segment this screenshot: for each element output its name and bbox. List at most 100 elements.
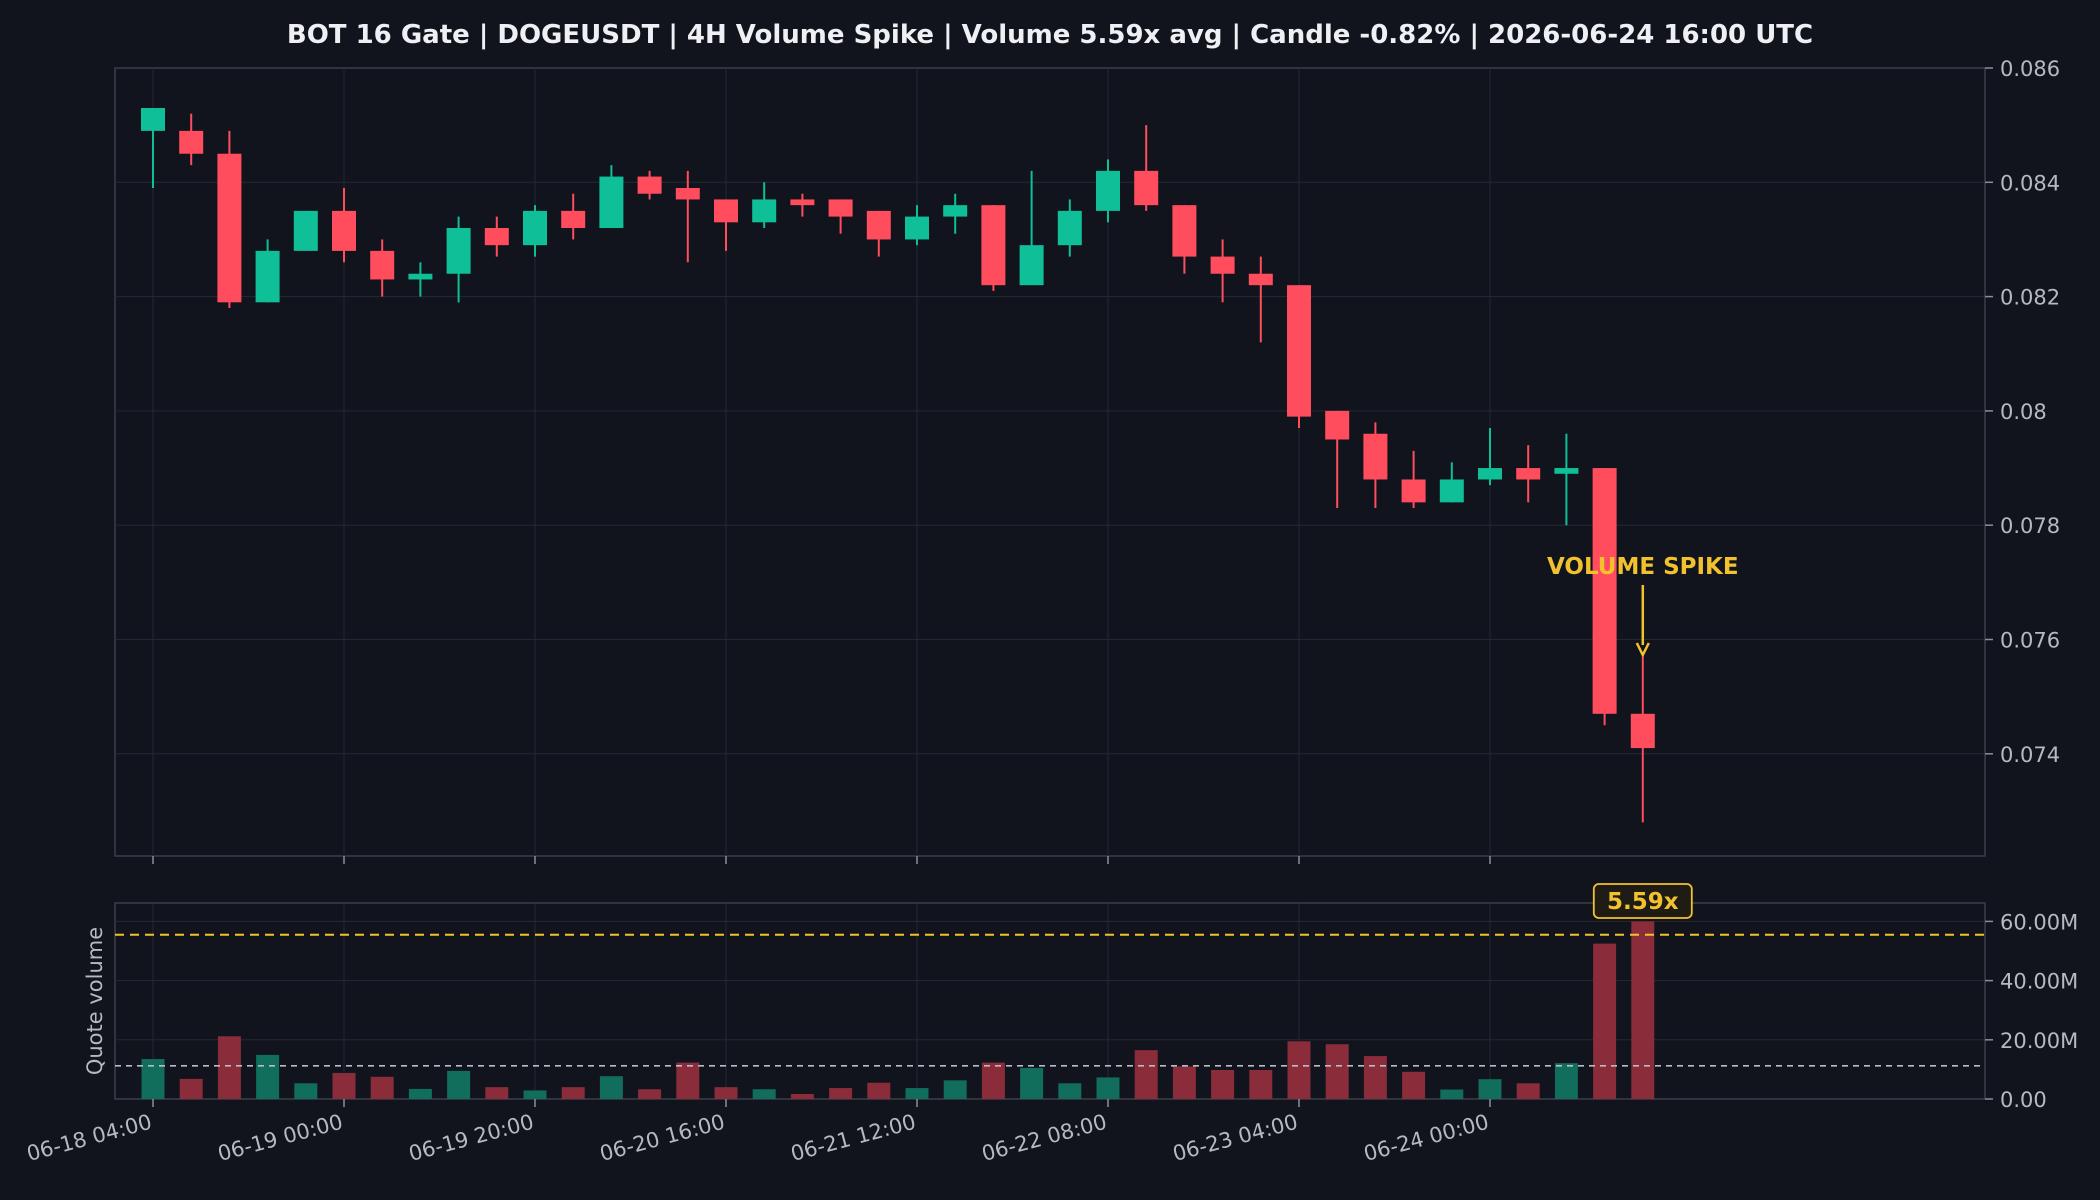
volume-y-tick-label: 60.00M [2000,910,2078,934]
price-panel: 0.074 0.076 0.078 0.08 0.082 0.084 0.086 VOLUM… [114,57,2060,857]
candle-body [217,153,242,303]
candle-body [179,130,204,154]
volume-spike-annotation: VOLUME SPIKE [1547,554,1739,658]
volume-bar [1172,1066,1196,1099]
candle-body [332,210,356,251]
price-y-tick-label: 0.078 [2000,514,2060,538]
volume-bar [1363,1056,1387,1099]
candle-body [484,228,509,246]
volume-bar [867,1082,891,1099]
volume-bar [141,1059,165,1099]
candle-body [141,108,165,131]
candle-body [1325,410,1350,440]
volume-bar [1631,921,1655,1099]
volume-bar [217,1036,241,1099]
volume-bar [1554,1063,1578,1099]
candle-body [790,199,815,206]
price-panel-frame [114,67,1986,857]
volume-bar [981,1062,1005,1099]
volume-bar [752,1089,776,1099]
volume-bar [676,1062,700,1099]
volume-ratio-badge: 5.59x [1592,883,1693,919]
candle-body [1134,170,1159,206]
candle-body [1401,479,1426,503]
candle-body [523,210,547,246]
price-y-tick-label: 0.076 [2000,629,2060,653]
volume-bar [485,1087,509,1099]
volume-bar [714,1087,738,1099]
volume-bar [523,1090,547,1099]
volume-bar [599,1076,623,1099]
volume-bar [1134,1050,1158,1099]
candle-body [714,199,738,223]
candles [141,108,1655,823]
volume-bar [1478,1079,1502,1099]
candle-body [1363,433,1388,480]
candle-body [905,216,929,240]
price-y-axis: 0.074 0.076 0.078 0.08 0.082 0.084 0.086 [1985,57,2060,767]
candle-body [1439,479,1464,503]
volume-ratio-badge-box [1592,883,1693,919]
candle-body [866,210,891,240]
volume-spike-label: VOLUME SPIKE [1547,554,1739,580]
volume-bar [408,1088,432,1099]
volume-bar [829,1088,853,1099]
candle-body [637,176,662,194]
volume-bar [1020,1067,1044,1099]
volume-bar [790,1093,814,1099]
volume-bar [905,1088,929,1099]
price-y-tick-label: 0.086 [2000,57,2060,81]
volume-bar [1211,1069,1235,1099]
candle-body [446,228,471,274]
volume-bar [1440,1089,1464,1099]
candle-body [293,210,318,251]
candle-body [943,205,968,217]
volume-ratio-badge-label: 5.59x [1607,889,1679,915]
candle-body [1516,468,1541,480]
candle-body [1592,468,1617,714]
volume-bar [943,1080,967,1099]
chart-title: BOT 16 Gate | DOGEUSDT | 4H Volume Spike… [287,20,1813,50]
volume-y-tick-label: 20.00M [2000,1029,2078,1053]
candle-body [1172,205,1197,257]
candle-body [1478,468,1502,480]
candle-body [675,188,700,200]
candle-body [1210,256,1235,274]
candle-body [408,273,433,280]
candle-body [1096,170,1120,211]
candle-body [1630,713,1655,749]
volume-bar [256,1054,280,1099]
price-y-tick-label: 0.082 [2000,286,2060,310]
volume-bar [1287,1041,1311,1099]
candle-body [1019,245,1044,286]
volume-bar [1249,1069,1273,1099]
volume-bars [141,921,1655,1099]
volume-bar [1325,1044,1349,1099]
candle-body [981,205,1006,286]
volume-y-tick-label: 40.00M [2000,970,2078,994]
volume-bar [179,1078,203,1099]
price-y-tick-label: 0.08 [2000,400,2047,424]
volume-bar [561,1087,585,1099]
volume-y-label: Quote volume [83,927,107,1075]
candle-body [752,199,777,223]
candle-body [561,210,586,229]
volume-spike-arrow-head [1635,642,1650,658]
volume-panel: 0.00 20.00M 40.00M 60.00M 5.59x Quote volum… [83,883,2078,1112]
candle-body [255,250,280,303]
candle-body [1248,273,1273,286]
volume-panel-frame [114,902,1986,1100]
volume-y-axis: 0.00 20.00M 40.00M 60.00M [1985,910,2078,1112]
candle-body [370,250,395,280]
volume-bar [332,1072,356,1099]
price-y-tick-label: 0.084 [2000,171,2060,195]
volume-bar [1402,1071,1426,1099]
volume-bar [638,1089,662,1099]
volume-bar [370,1076,394,1099]
volume-bar [1516,1083,1540,1099]
volume-bar [1096,1077,1120,1099]
price-y-tick-label: 0.074 [2000,743,2060,767]
volume-y-tick-label: 0.00 [2000,1088,2047,1112]
volume-bar [447,1070,471,1099]
